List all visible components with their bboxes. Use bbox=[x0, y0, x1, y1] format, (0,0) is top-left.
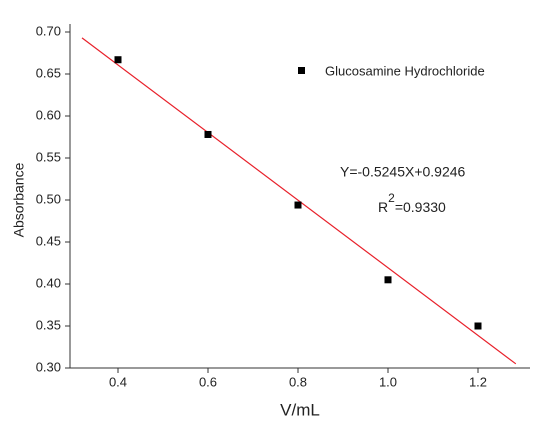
y-axis-label: Absorbance bbox=[11, 162, 27, 237]
x-tick-label: 1.0 bbox=[379, 374, 397, 389]
point bbox=[114, 56, 122, 64]
x-tick-label: 0.8 bbox=[289, 374, 307, 389]
x-tick-label: 1.2 bbox=[469, 374, 487, 389]
x-axis-label: V/mL bbox=[280, 400, 320, 419]
y-tick-label: 0.30 bbox=[36, 359, 61, 374]
y-tick-label: 0.65 bbox=[36, 65, 61, 80]
y-tick-label: 0.50 bbox=[36, 191, 61, 206]
legend-marker bbox=[298, 67, 305, 74]
r-sup: 2 bbox=[388, 191, 395, 205]
x-tick-label: 0.6 bbox=[199, 374, 217, 389]
y-tick-label: 0.45 bbox=[36, 233, 61, 248]
point bbox=[294, 201, 302, 209]
y-tick-label: 0.40 bbox=[36, 275, 61, 290]
point bbox=[384, 276, 392, 284]
y-tick-label: 0.60 bbox=[36, 107, 61, 122]
point bbox=[204, 130, 212, 138]
r-value: =0.9330 bbox=[395, 199, 446, 215]
y-tick-label: 0.70 bbox=[36, 23, 61, 38]
point bbox=[474, 322, 482, 330]
legend-label: Glucosamine Hydrochloride bbox=[325, 63, 485, 78]
y-tick-label: 0.55 bbox=[36, 149, 61, 164]
x-tick-label: 0.4 bbox=[109, 374, 127, 389]
equation: Y=-0.5245X+0.9246 bbox=[340, 164, 466, 180]
r-base: R bbox=[378, 199, 388, 215]
fit-line bbox=[81, 37, 517, 365]
y-tick-label: 0.35 bbox=[36, 317, 61, 332]
r-squared: R2=0.9330 bbox=[378, 191, 446, 215]
